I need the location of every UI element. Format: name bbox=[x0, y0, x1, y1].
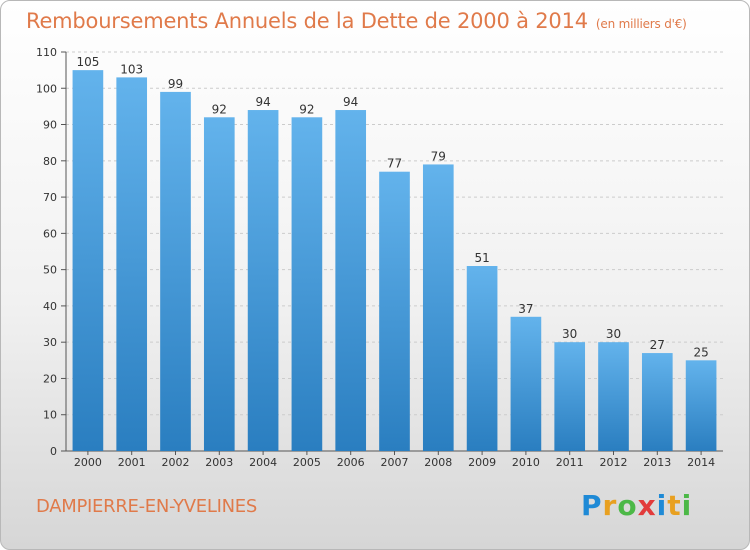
y-tick-label: 10 bbox=[43, 409, 57, 422]
bar bbox=[116, 77, 148, 452]
bar bbox=[641, 353, 673, 451]
bar bbox=[685, 360, 717, 451]
x-tick-label: 2013 bbox=[643, 456, 671, 469]
bar bbox=[554, 342, 586, 451]
data-label: 27 bbox=[650, 338, 665, 352]
x-tick-label: 2007 bbox=[381, 456, 409, 469]
data-label: 103 bbox=[120, 62, 143, 76]
data-label: 99 bbox=[168, 77, 183, 91]
x-tick-label: 2006 bbox=[337, 456, 365, 469]
logo-letter: i bbox=[656, 489, 668, 522]
y-tick-label: 110 bbox=[36, 46, 57, 59]
x-tick-label: 2008 bbox=[424, 456, 452, 469]
chart-title: Remboursements Annuels de la Dette de 20… bbox=[26, 9, 687, 33]
data-label: 51 bbox=[474, 251, 489, 265]
data-label: 25 bbox=[693, 345, 708, 359]
proxiti-logo: Proxiti bbox=[581, 489, 692, 522]
bar bbox=[291, 117, 323, 452]
data-label: 77 bbox=[387, 157, 402, 171]
data-label: 92 bbox=[212, 102, 227, 116]
chart-title-text: Remboursements Annuels de la Dette de 20… bbox=[26, 9, 588, 33]
bar bbox=[160, 91, 191, 452]
y-tick-label: 90 bbox=[43, 119, 57, 132]
x-tick-label: 2012 bbox=[600, 456, 628, 469]
logo-letter: o bbox=[617, 489, 638, 522]
data-label: 37 bbox=[518, 302, 533, 316]
y-tick-label: 40 bbox=[43, 300, 57, 313]
y-tick-label: 0 bbox=[50, 445, 57, 458]
x-tick-label: 2010 bbox=[512, 456, 540, 469]
x-tick-label: 2009 bbox=[468, 456, 496, 469]
x-tick-label: 2003 bbox=[205, 456, 233, 469]
x-tick-label: 2005 bbox=[293, 456, 321, 469]
logo-letter: i bbox=[681, 489, 693, 522]
bar bbox=[203, 117, 235, 452]
x-tick-label: 2014 bbox=[687, 456, 715, 469]
chart-subtitle: (en milliers d'€) bbox=[595, 17, 687, 31]
y-tick-label: 80 bbox=[43, 155, 57, 168]
x-tick-label: 2002 bbox=[162, 456, 190, 469]
y-tick-label: 100 bbox=[36, 82, 57, 95]
y-tick-label: 30 bbox=[43, 336, 57, 349]
x-tick-label: 2000 bbox=[74, 456, 102, 469]
data-label: 79 bbox=[431, 149, 446, 163]
data-label: 94 bbox=[255, 95, 270, 109]
bar bbox=[247, 110, 279, 451]
bar bbox=[422, 164, 454, 452]
bar bbox=[335, 110, 367, 451]
bar bbox=[72, 70, 104, 452]
commune-name: DAMPIERRE-EN-YVELINES bbox=[36, 496, 257, 517]
logo-letter: P bbox=[581, 489, 603, 522]
y-tick-label: 50 bbox=[43, 264, 57, 277]
bar bbox=[598, 342, 629, 451]
y-tick-label: 20 bbox=[43, 372, 57, 385]
bar bbox=[466, 266, 498, 451]
data-label: 105 bbox=[76, 55, 99, 69]
y-tick-label: 70 bbox=[43, 191, 57, 204]
x-tick-label: 2001 bbox=[118, 456, 146, 469]
logo-letter: x bbox=[637, 489, 657, 522]
y-tick-label: 60 bbox=[43, 227, 57, 240]
data-label: 92 bbox=[299, 102, 314, 116]
logo-letter: r bbox=[602, 489, 618, 522]
data-label: 94 bbox=[343, 95, 358, 109]
x-tick-label: 2011 bbox=[556, 456, 584, 469]
data-label: 30 bbox=[562, 327, 577, 341]
logo-letter: t bbox=[667, 489, 682, 522]
data-label: 30 bbox=[606, 327, 621, 341]
bar bbox=[510, 316, 542, 451]
bar bbox=[379, 171, 410, 451]
x-tick-label: 2004 bbox=[249, 456, 277, 469]
